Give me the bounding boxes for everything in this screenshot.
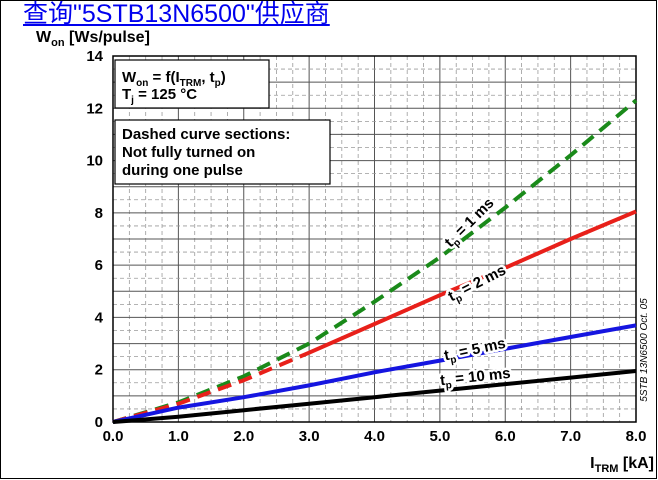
y-tick-label: 10 bbox=[86, 153, 103, 170]
x-tick-label: 0.0 bbox=[103, 428, 124, 445]
side-note: 5STB 13N6500 Oct. 05 bbox=[639, 298, 650, 402]
y-tick-label: 14 bbox=[86, 48, 103, 65]
x-axis-label: ITRM [kA] bbox=[590, 455, 654, 475]
y-axis-label: Won [Ws/pulse] bbox=[36, 29, 150, 49]
note-line-2: Not fully turned on bbox=[122, 144, 255, 161]
formula-box bbox=[114, 59, 270, 109]
series-line-3 bbox=[112, 323, 637, 424]
series-line-4 bbox=[112, 369, 637, 424]
supplier-query-link[interactable]: 查询"5STB13N6500"供应商 bbox=[23, 0, 330, 28]
series-label-4: tp = 10 ms bbox=[439, 365, 511, 392]
x-tick-label: 2.0 bbox=[233, 428, 254, 445]
note-box bbox=[114, 119, 331, 185]
series-line-1 bbox=[112, 98, 638, 424]
x-tick-label: 6.0 bbox=[495, 428, 516, 445]
x-tick-label: 1.0 bbox=[168, 428, 189, 445]
y-tick-label: 8 bbox=[95, 205, 103, 222]
x-tick-label: 7.0 bbox=[560, 428, 581, 445]
y-tick-label: 2 bbox=[95, 362, 103, 379]
series-line-2-solid bbox=[308, 209, 637, 355]
y-tick-label: 6 bbox=[95, 257, 103, 274]
y-tick-label: 0 bbox=[95, 414, 103, 431]
y-tick-label: 12 bbox=[86, 100, 103, 117]
x-tick-label: 4.0 bbox=[364, 428, 385, 445]
y-tick-label: 4 bbox=[95, 309, 104, 326]
note-line-1: Dashed curve sections: bbox=[122, 126, 290, 143]
plot-border bbox=[112, 55, 637, 423]
x-tick-label: 5.0 bbox=[429, 428, 450, 445]
formula-line-2: Tj = 125 °C bbox=[122, 86, 197, 106]
formula-line-1: Won = f(ITRM, tp) bbox=[122, 69, 226, 89]
x-tick-label: 8.0 bbox=[626, 428, 647, 445]
x-tick-label: 3.0 bbox=[299, 428, 320, 445]
note-line-3: during one pulse bbox=[122, 162, 243, 179]
